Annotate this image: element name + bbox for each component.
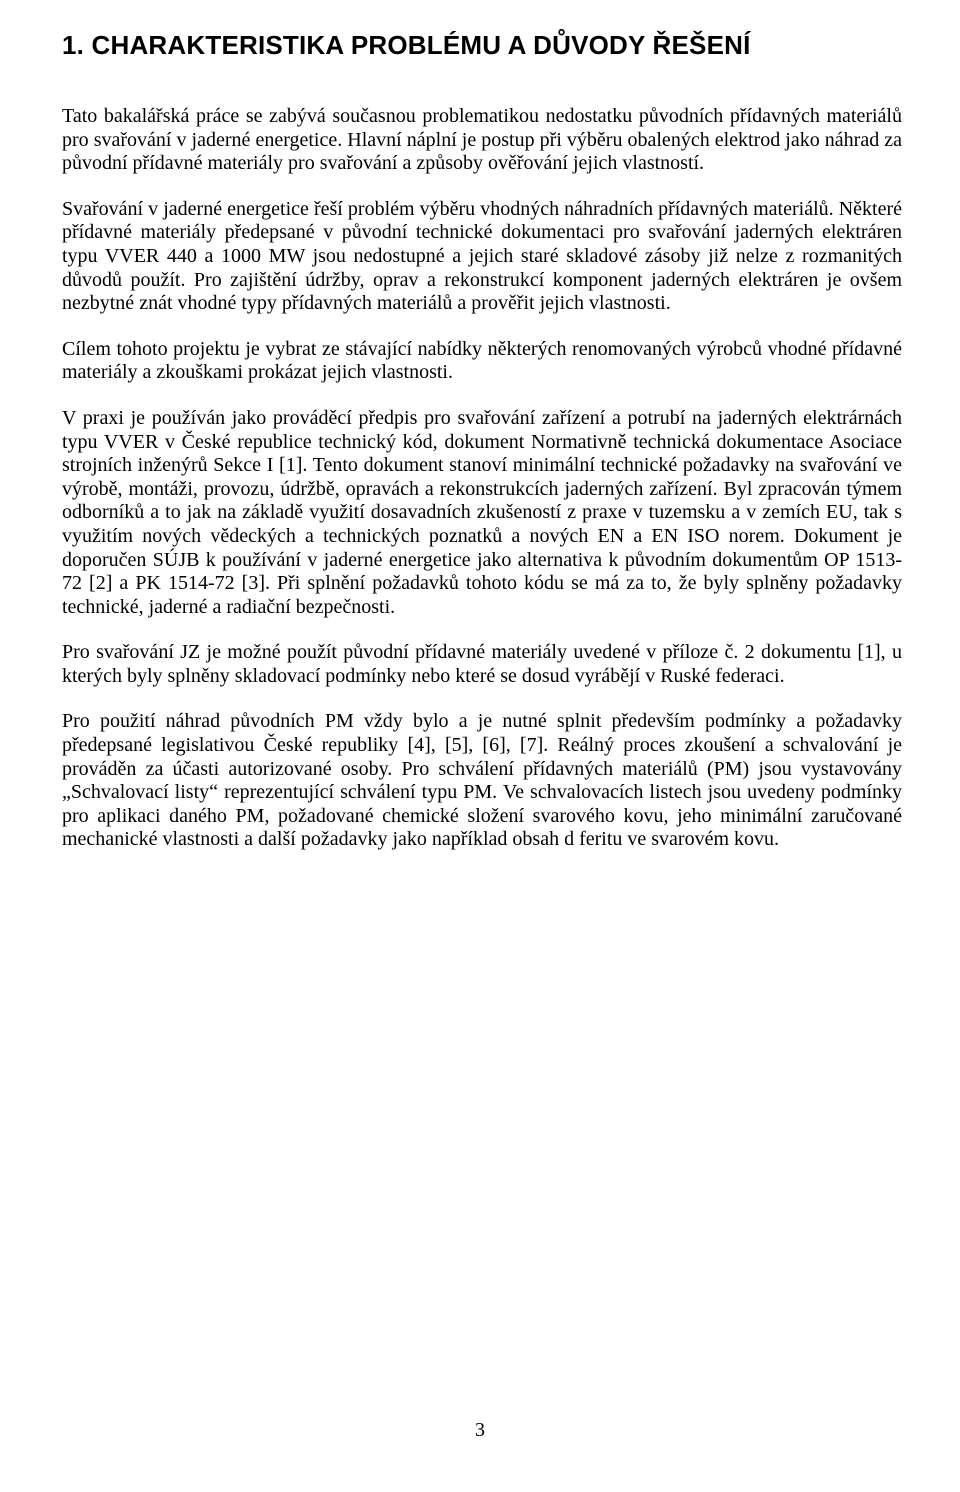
paragraph-1: Tato bakalářská práce se zabývá současno… bbox=[62, 105, 902, 176]
page-number: 3 bbox=[0, 1419, 960, 1442]
document-page: 1. CHARAKTERISTIKA PROBLÉMU A DŮVODY ŘEŠ… bbox=[0, 0, 960, 1492]
paragraph-4: V praxi je používán jako prováděcí předp… bbox=[62, 407, 902, 619]
paragraph-5: Pro svařování JZ je možné použít původní… bbox=[62, 641, 902, 688]
paragraph-2: Svařování v jaderné energetice řeší prob… bbox=[62, 198, 902, 316]
paragraph-3: Cílem tohoto projektu je vybrat ze stáva… bbox=[62, 338, 902, 385]
paragraph-6: Pro použití náhrad původních PM vždy byl… bbox=[62, 710, 902, 852]
section-heading: 1. CHARAKTERISTIKA PROBLÉMU A DŮVODY ŘEŠ… bbox=[62, 30, 902, 61]
